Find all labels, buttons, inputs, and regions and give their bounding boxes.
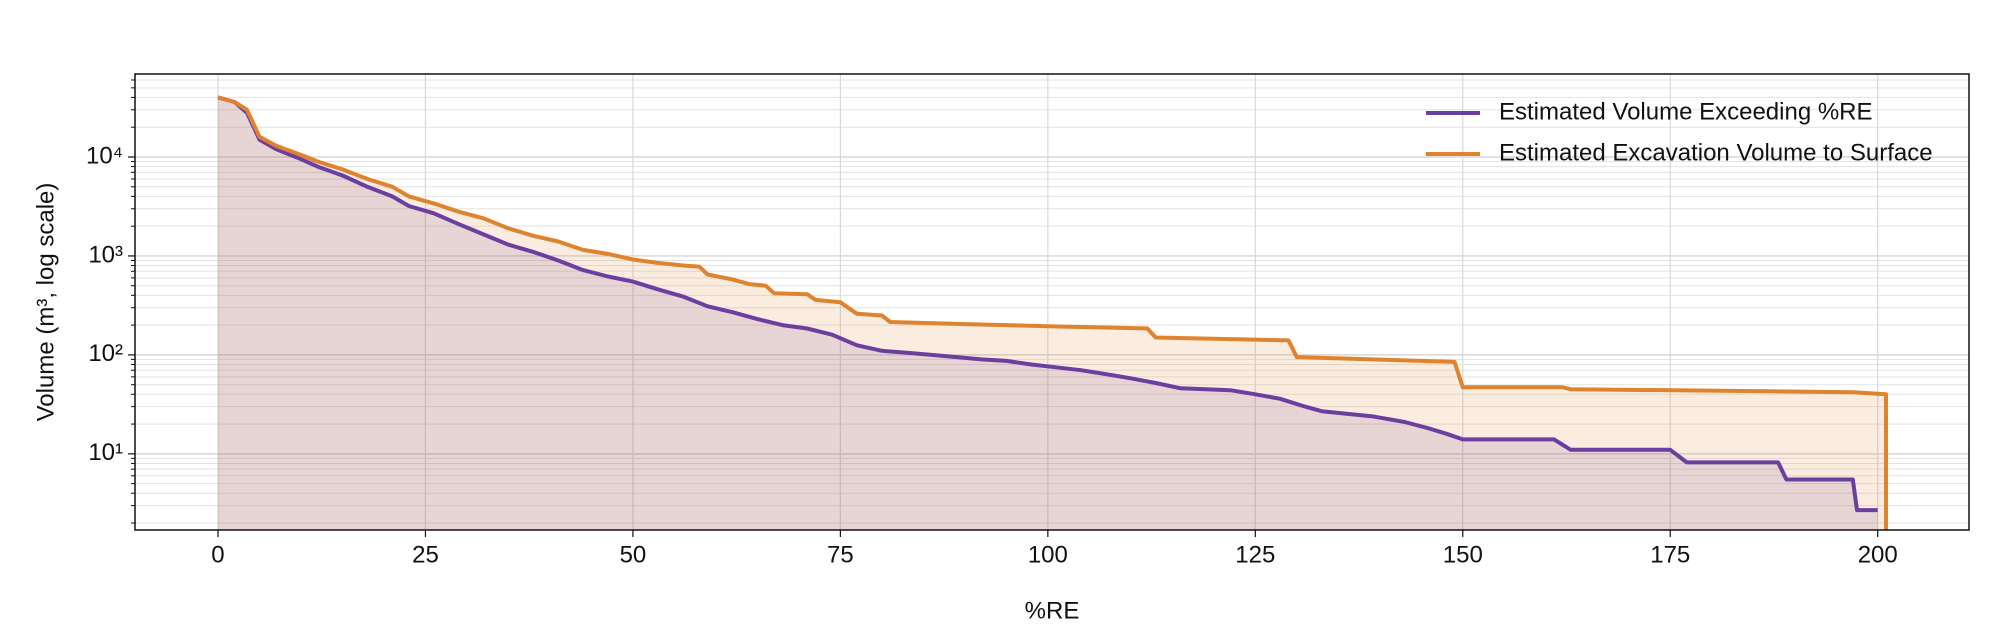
area — [218, 97, 1886, 530]
x-tick-label: 75 — [827, 541, 854, 568]
x-tick-label: 0 — [211, 541, 224, 568]
y-tick-label: 10³ — [88, 241, 123, 268]
x-tick-label: 150 — [1443, 541, 1483, 568]
x-tick-label: 175 — [1650, 541, 1690, 568]
y-tick-label: 10¹ — [88, 439, 123, 466]
x-tick-label: 100 — [1028, 541, 1068, 568]
y-axis-label: Volume (m³, log scale) — [32, 183, 59, 422]
y-tick-label: 10² — [88, 340, 123, 367]
line — [217, 95, 1888, 530]
line — [217, 95, 1878, 513]
x-tick-label: 25 — [412, 541, 439, 568]
x-tick-label: 200 — [1858, 541, 1898, 568]
legend-label: Estimated Volume Exceeding %RE — [1499, 98, 1873, 125]
x-tick-label: 50 — [620, 541, 647, 568]
x-axis-label: %RE — [1025, 597, 1080, 624]
plot-frame — [134, 73, 1970, 531]
y-tick-label: 10⁴ — [86, 142, 123, 169]
legend-label: Estimated Excavation Volume to Surface — [1499, 139, 1933, 166]
area — [218, 97, 1878, 530]
x-tick-label: 125 — [1235, 541, 1275, 568]
